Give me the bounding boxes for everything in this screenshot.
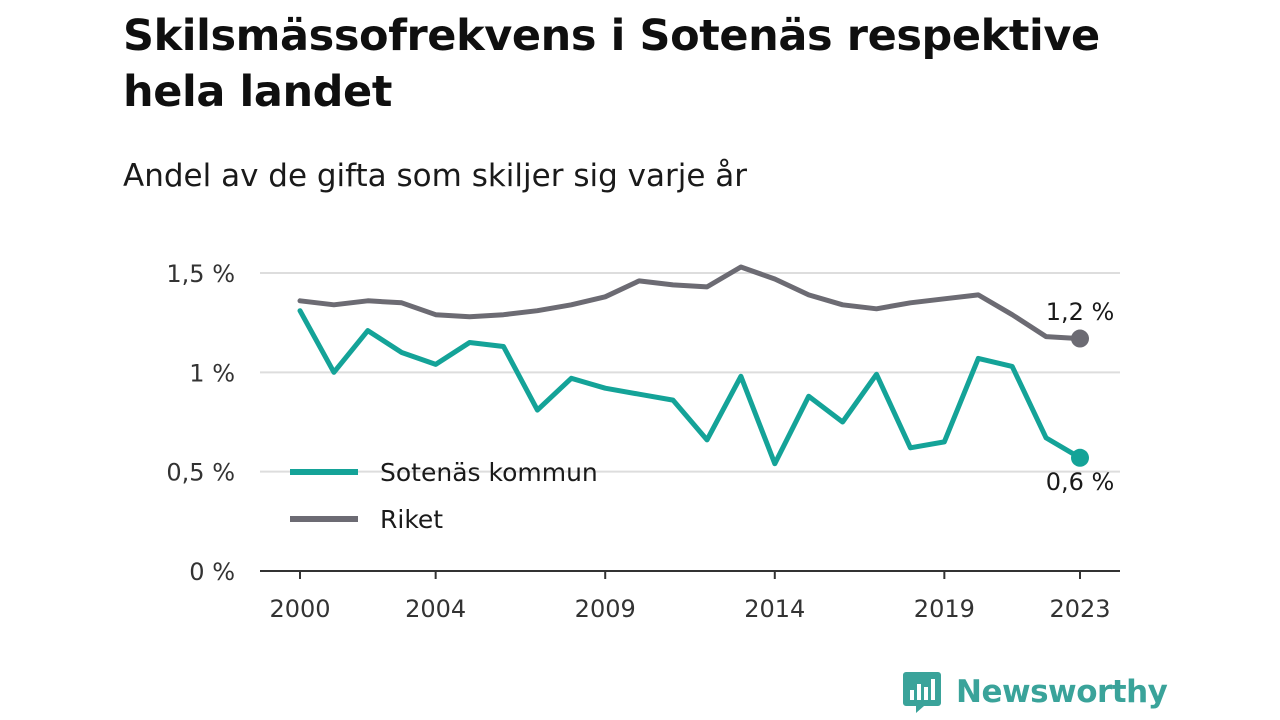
grid-lines (260, 272, 1120, 473)
chart-title: Skilsmässofrekvens i Sotenäs respektive … (123, 11, 1100, 117)
x-axis: 2000 2004 2009 2014 2019 2023 (260, 570, 1120, 623)
chart-subtitle: Andel av de gifta som skiljer sig varje … (123, 158, 747, 194)
y-axis-tick-labels: 0 % 0,5 % 1 % 1,5 % (166, 260, 235, 586)
series-line-sotenas (297, 308, 1083, 467)
x-tick-label: 2004 (405, 595, 466, 623)
x-tick-label: 2009 (575, 595, 636, 623)
end-label-riket: 1,2 % (1046, 298, 1115, 326)
end-point-sotenas (1071, 448, 1089, 467)
end-point-riket (1071, 329, 1089, 348)
y-tick-label: 0 % (189, 558, 235, 586)
legend: Sotenäs kommun Riket (290, 458, 598, 534)
newsworthy-logo: Newsworthy (902, 670, 1168, 714)
series-lines (297, 264, 1089, 467)
end-label-sotenas: 0,6 % (1046, 468, 1115, 496)
y-tick-label: 1 % (189, 359, 235, 387)
y-tick-label: 1,5 % (166, 260, 235, 288)
x-tick-label: 2019 (914, 595, 975, 623)
legend-label-riket: Riket (380, 505, 443, 534)
legend-label-sotenas: Sotenäs kommun (380, 458, 598, 487)
series-line-riket (297, 264, 1083, 342)
x-tick-label: 2014 (744, 595, 805, 623)
bar-chart-bubble-icon (903, 672, 941, 713)
x-tick-label: 2023 (1049, 595, 1110, 623)
x-tick-label: 2000 (269, 595, 330, 623)
y-tick-label: 0,5 % (166, 459, 235, 487)
brand-name: Newsworthy (956, 674, 1168, 710)
